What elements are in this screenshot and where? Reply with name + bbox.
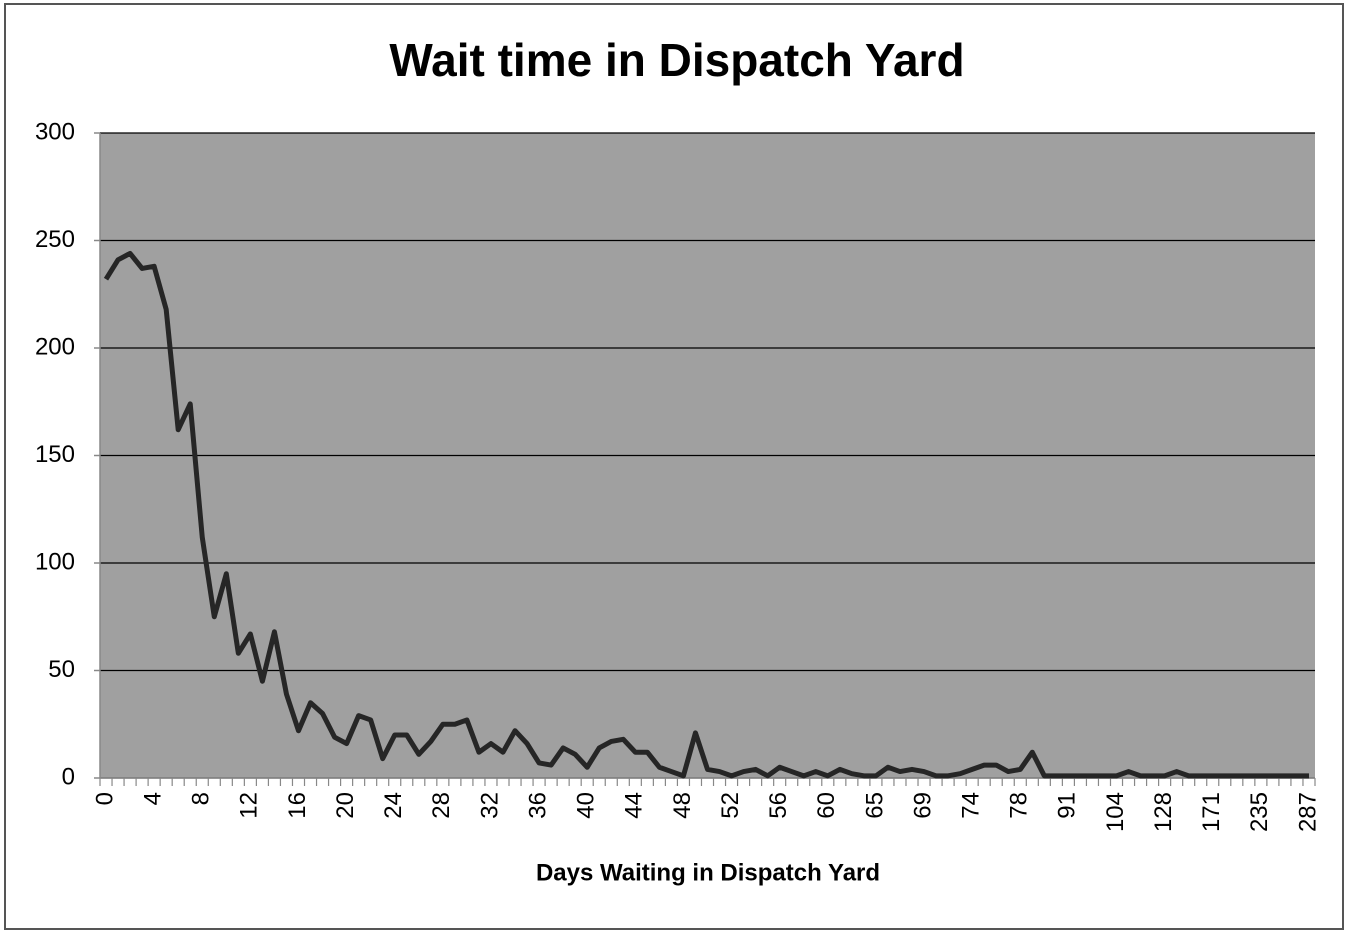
x-tick-label: 128 (1150, 792, 1177, 832)
x-tick-label: 56 (765, 792, 792, 819)
y-tick-label: 0 (62, 763, 75, 790)
y-tick-label: 200 (35, 333, 75, 360)
x-tick-label: 8 (188, 792, 215, 805)
x-tick-label: 69 (909, 792, 936, 819)
y-tick-label: 300 (35, 118, 75, 145)
x-tick-label: 91 (1054, 792, 1081, 819)
x-tick-label: 60 (813, 792, 840, 819)
x-tick-label: 40 (573, 792, 600, 819)
x-tick-label: 4 (139, 792, 166, 805)
x-tick-label: 52 (717, 792, 744, 819)
x-tick-label: 65 (861, 792, 888, 819)
x-tick-label: 235 (1246, 792, 1273, 832)
x-axis-title: Days Waiting in Dispatch Yard (536, 859, 880, 886)
x-tick-label: 74 (957, 792, 984, 819)
x-tick-label: 44 (621, 792, 648, 819)
chart-title: Wait time in Dispatch Yard (389, 34, 964, 86)
x-tick-label: 28 (428, 792, 455, 819)
x-tick-label: 16 (284, 792, 311, 819)
x-tick-label: 36 (524, 792, 551, 819)
x-tick-label: 287 (1294, 792, 1321, 832)
x-tick-label: 32 (476, 792, 503, 819)
x-tick-label: 78 (1006, 792, 1033, 819)
x-tick-label: 12 (236, 792, 263, 819)
x-tick-label: 104 (1102, 792, 1129, 832)
y-tick-label: 150 (35, 441, 75, 468)
line-series (103, 250, 1309, 779)
y-tick-label: 50 (48, 656, 75, 683)
x-tick-label: 24 (380, 792, 407, 819)
x-tick-label: 48 (669, 792, 696, 819)
x-tick-label: 0 (91, 792, 118, 805)
y-tick-label: 250 (35, 226, 75, 253)
x-tick-label: 171 (1198, 792, 1225, 832)
x-tick-label: 20 (332, 792, 359, 819)
y-tick-label: 100 (35, 548, 75, 575)
